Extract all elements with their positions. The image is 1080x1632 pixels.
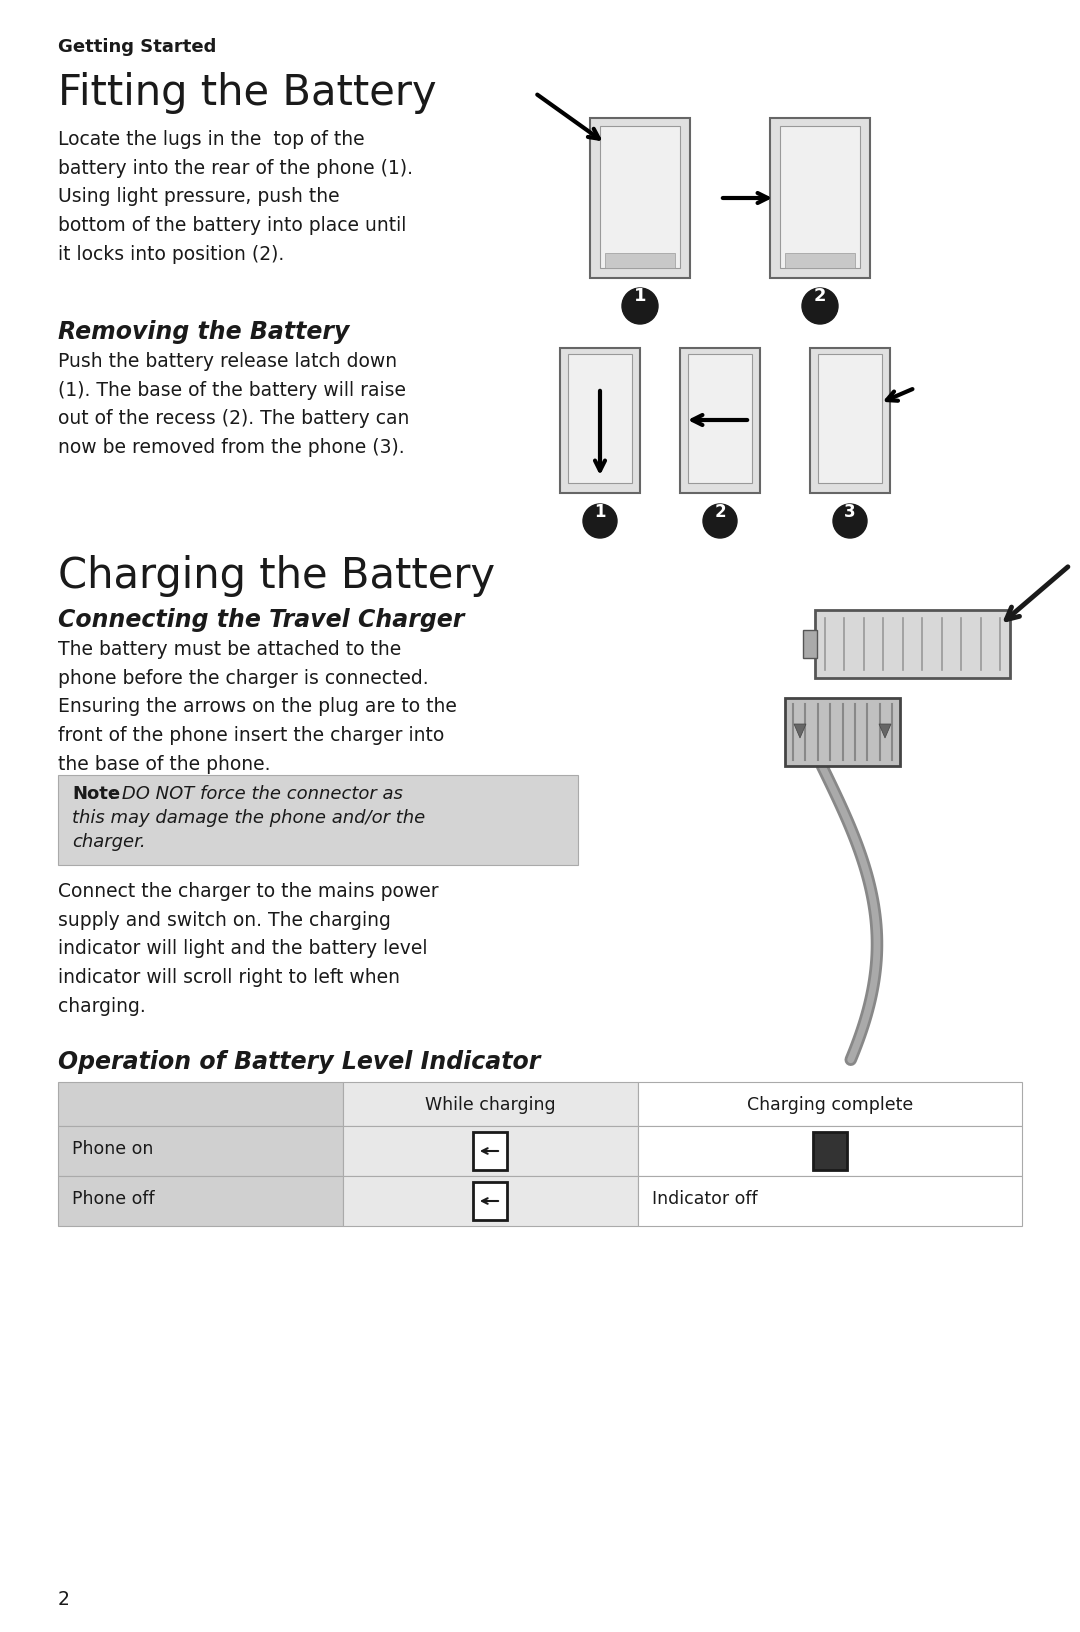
Text: Phone on: Phone on [72,1141,153,1159]
Text: Connecting the Travel Charger: Connecting the Travel Charger [58,609,464,632]
Text: The battery must be attached to the
phone before the charger is connected.
Ensur: The battery must be attached to the phon… [58,640,457,774]
Bar [770,118,870,277]
Bar [785,698,900,765]
Bar [590,118,690,277]
Text: Locate the lugs in the  top of the
battery into the rear of the phone (1).
Using: Locate the lugs in the top of the batter… [58,131,413,264]
Bar [568,354,632,483]
Bar [638,1177,1022,1226]
Text: Removing the Battery: Removing the Battery [58,320,349,344]
Bar [810,348,890,493]
Bar [688,354,752,483]
Text: 1: 1 [594,503,606,521]
Bar [818,354,882,483]
Bar [343,1082,638,1126]
Bar [780,126,860,268]
Text: : DO NOT force the connector as: : DO NOT force the connector as [110,785,403,803]
Bar [58,1126,343,1177]
Bar [813,1133,847,1170]
Bar [58,1082,343,1126]
Text: Note: Note [72,785,120,803]
Text: 2: 2 [714,503,726,521]
Text: charger.: charger. [72,832,146,850]
Text: Push the battery release latch down
(1). The base of the battery will raise
out : Push the battery release latch down (1).… [58,353,409,457]
Bar [473,1133,507,1170]
Text: Charging complete: Charging complete [747,1097,913,1115]
Text: 3: 3 [845,503,855,521]
Bar [58,775,578,865]
Text: Fitting the Battery: Fitting the Battery [58,72,436,114]
Bar [58,1177,343,1226]
Bar [815,610,1010,677]
Polygon shape [794,725,806,738]
Bar [600,126,680,268]
Bar [638,1126,1022,1177]
Text: Getting Started: Getting Started [58,38,216,55]
Text: this may damage the phone and/or the: this may damage the phone and/or the [72,809,426,827]
Bar [816,1138,843,1162]
Bar [343,1126,638,1177]
Text: Operation of Battery Level Indicator: Operation of Battery Level Indicator [58,1049,540,1074]
Bar [561,348,640,493]
Text: While charging: While charging [424,1097,555,1115]
Circle shape [833,504,867,539]
Bar [785,253,855,268]
Text: 2: 2 [813,287,826,305]
Text: 2: 2 [58,1590,70,1609]
Bar [638,1082,1022,1126]
Bar [680,348,760,493]
Circle shape [622,287,658,325]
Bar [343,1177,638,1226]
Text: Connect the charger to the mains power
supply and switch on. The charging
indica: Connect the charger to the mains power s… [58,881,438,1017]
Text: Phone off: Phone off [72,1190,154,1208]
Circle shape [802,287,838,325]
Bar [804,630,816,658]
Polygon shape [879,725,891,738]
Bar [605,253,675,268]
Text: Charging the Battery: Charging the Battery [58,555,495,597]
Bar [473,1182,507,1221]
Text: 1: 1 [634,287,646,305]
Text: Indicator off: Indicator off [652,1190,758,1208]
Circle shape [703,504,737,539]
Circle shape [583,504,617,539]
